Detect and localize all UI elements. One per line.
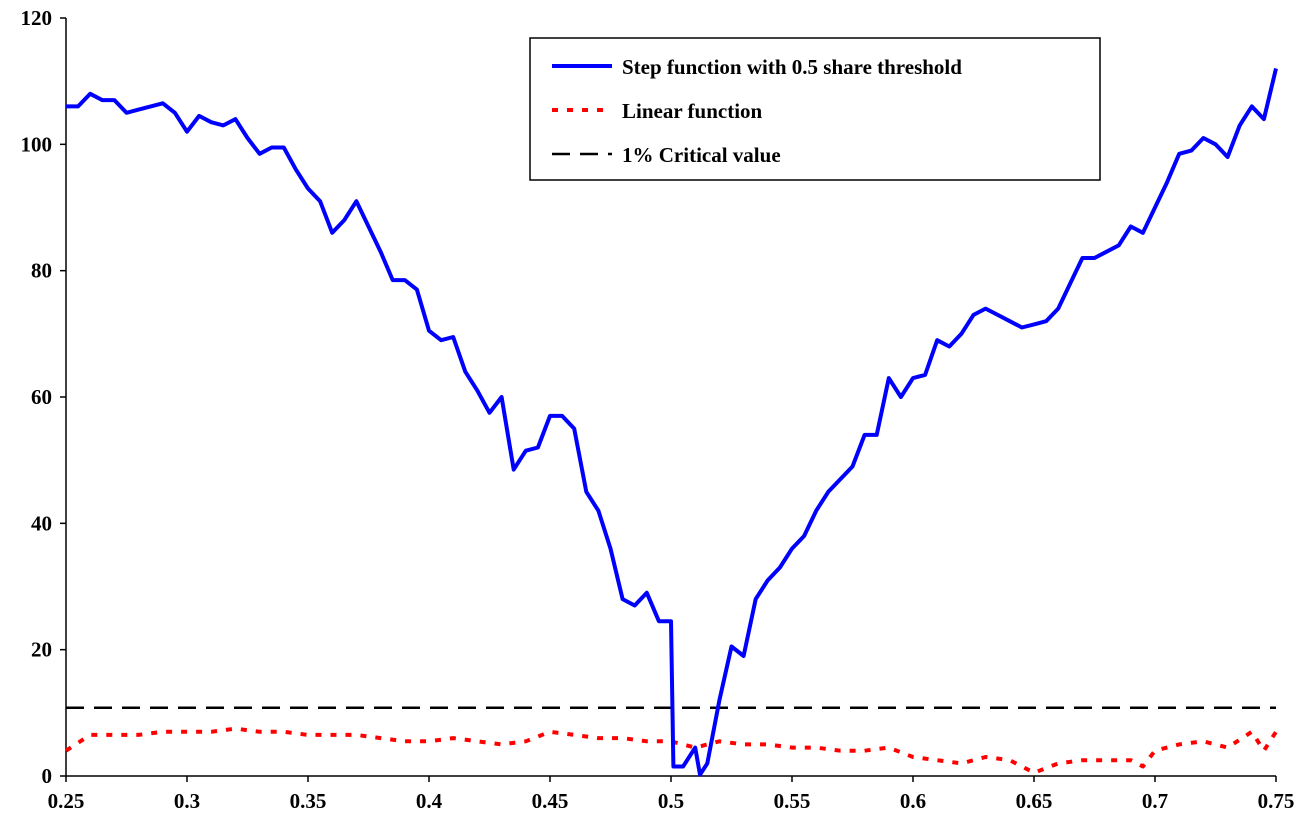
x-tick-label: 0.6 [900,789,926,813]
legend-label: Linear function [622,99,763,123]
x-tick-label: 0.35 [290,789,327,813]
y-tick-label: 40 [31,511,52,535]
x-tick-label: 0.55 [774,789,811,813]
x-tick-label: 0.75 [1258,789,1295,813]
y-tick-label: 0 [42,764,53,788]
y-tick-label: 120 [21,6,53,30]
y-tick-label: 100 [21,132,53,156]
x-tick-label: 0.25 [48,789,85,813]
series-line [64,726,1278,775]
y-tick-label: 20 [31,638,52,662]
legend-box [529,37,1101,181]
x-tick-label: 0.4 [416,789,443,813]
x-tick-label: 0.3 [174,789,200,813]
y-tick-label: 80 [31,259,52,283]
x-tick-label: 0.5 [658,789,684,813]
x-tick-label: 0.7 [1142,789,1168,813]
x-tick-label: 0.45 [532,789,569,813]
x-tick-label: 0.65 [1016,789,1053,813]
y-tick-label: 60 [31,385,52,409]
legend-label: Step function with 0.5 share threshold [622,55,962,79]
legend-label: 1% Critical value [622,143,781,167]
series-line [66,68,1278,777]
